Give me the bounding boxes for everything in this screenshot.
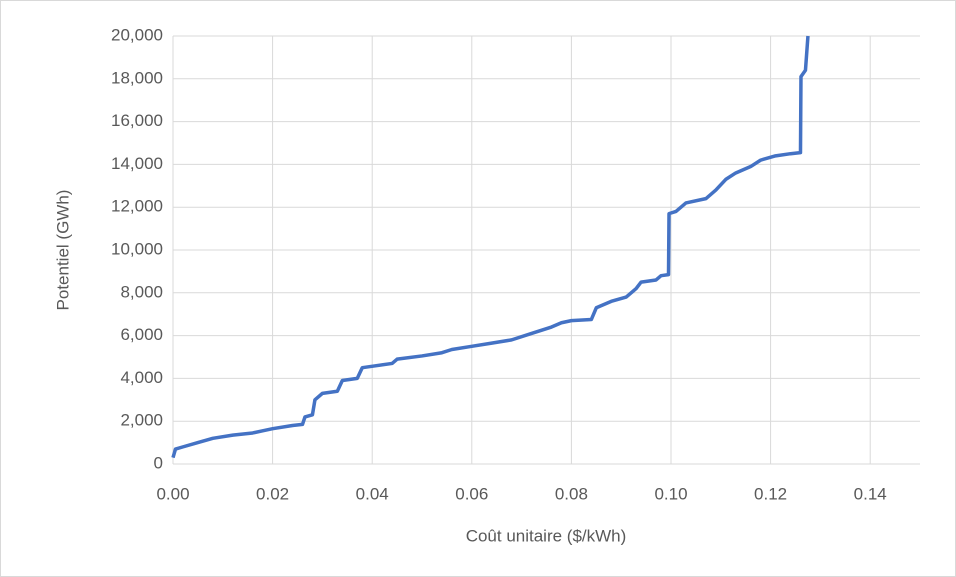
x-axis-title: Coût unitaire ($/kWh) [466,526,627,545]
x-tick-label: 0.12 [754,484,787,503]
y-tick-label: 4,000 [120,368,163,387]
y-tick-label: 8,000 [120,282,163,301]
y-tick-label: 12,000 [111,197,163,216]
x-tick-label: 0.02 [256,484,289,503]
y-axis-title: Potentiel (GWh) [53,190,72,311]
x-tick-label: 0.06 [455,484,488,503]
y-tick-label: 18,000 [111,68,163,87]
y-tick-label: 14,000 [111,154,163,173]
x-tick-label: 0.10 [654,484,687,503]
y-tick-label: 0 [154,453,163,472]
data-line [171,35,810,459]
y-tick-label: 16,000 [111,111,163,130]
x-tick-label: 0.00 [156,484,189,503]
x-tick-label: 0.08 [555,484,588,503]
y-tick-label: 2,000 [120,411,163,430]
y-tick-label: 6,000 [120,325,163,344]
y-tick-label: 10,000 [111,239,163,258]
y-tick-label: 20,000 [111,25,163,44]
x-tick-label: 0.14 [854,484,887,503]
x-tick-label: 0.04 [356,484,389,503]
